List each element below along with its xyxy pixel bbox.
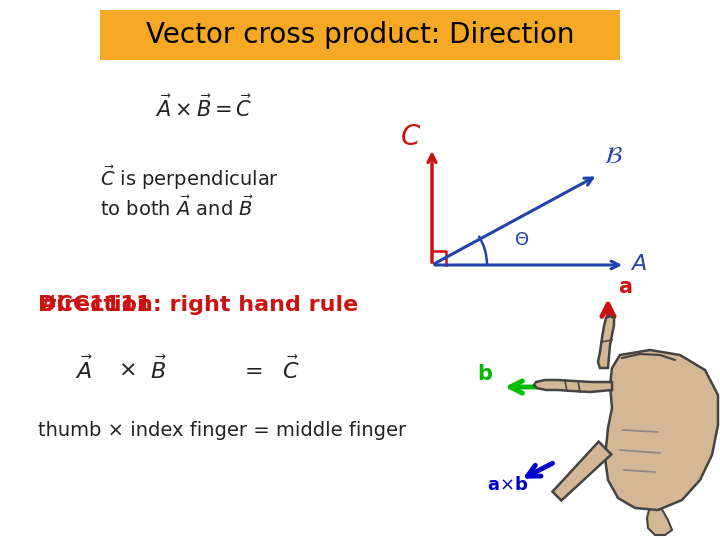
Text: $\Theta$: $\Theta$ — [514, 231, 529, 249]
Text: a: a — [618, 277, 632, 297]
Text: to both $\vec{A}$ and $\vec{B}$: to both $\vec{A}$ and $\vec{B}$ — [100, 196, 253, 220]
Text: #CC1111: #CC1111 — [38, 295, 151, 315]
Text: $\vec{C}$ is perpendicular: $\vec{C}$ is perpendicular — [100, 164, 279, 192]
Text: $\times$: $\times$ — [118, 360, 135, 380]
Text: $\vec{A}$: $\vec{A}$ — [75, 356, 93, 383]
Text: Vector cross product: Direction: Vector cross product: Direction — [145, 21, 575, 49]
Text: a$\times$b: a$\times$b — [487, 476, 528, 494]
Text: Direction: right hand rule: Direction: right hand rule — [38, 295, 359, 315]
Polygon shape — [605, 350, 718, 510]
Polygon shape — [647, 506, 672, 535]
Text: $\vec{A} \times \vec{B} = \vec{C}$: $\vec{A} \times \vec{B} = \vec{C}$ — [155, 94, 253, 122]
Text: $\vec{C}$: $\vec{C}$ — [282, 356, 300, 383]
Text: thumb × index finger = middle finger: thumb × index finger = middle finger — [38, 421, 406, 440]
Text: $\mathit{A}$: $\mathit{A}$ — [630, 253, 647, 275]
Polygon shape — [552, 442, 611, 501]
Text: $=$: $=$ — [240, 360, 263, 380]
Polygon shape — [598, 316, 614, 368]
Text: $C$: $C$ — [400, 124, 421, 151]
Text: $\mathcal{B}$: $\mathcal{B}$ — [604, 144, 623, 168]
Text: b: b — [477, 364, 492, 384]
Text: $\vec{B}$: $\vec{B}$ — [150, 356, 167, 383]
FancyBboxPatch shape — [100, 10, 620, 60]
Polygon shape — [534, 380, 612, 392]
